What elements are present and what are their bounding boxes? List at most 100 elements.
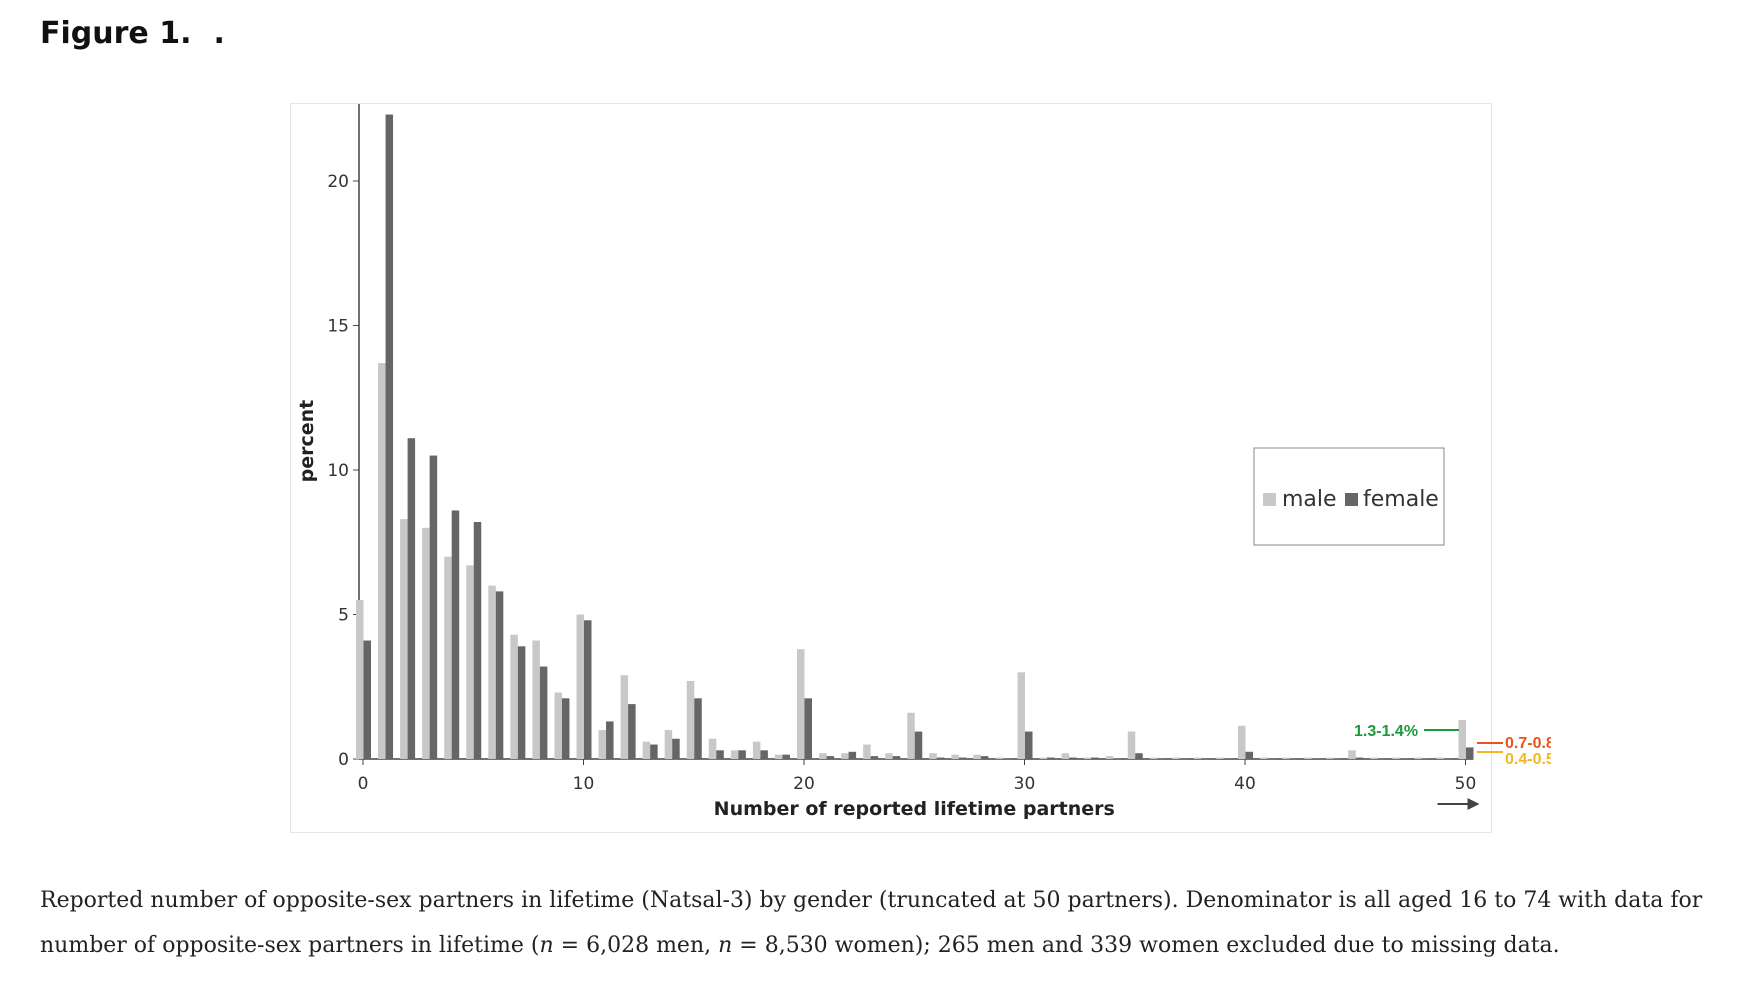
legend-swatch-female — [1345, 493, 1358, 506]
bar-male-11 — [598, 730, 607, 759]
y-tick-label-20: 20 — [327, 172, 349, 192]
bar-male-47 — [1392, 757, 1400, 759]
bar-male-31 — [1039, 757, 1048, 759]
bar-male-23 — [863, 744, 871, 759]
bar-male-33 — [1083, 757, 1092, 759]
bar-female-20 — [804, 698, 812, 759]
bar-male-10 — [576, 614, 584, 759]
bar-female-6 — [495, 591, 504, 759]
bar-male-2 — [400, 519, 408, 759]
caption-n-symbol: n — [539, 933, 554, 958]
bar-male-44 — [1326, 757, 1334, 759]
bar-male-12 — [620, 675, 629, 759]
figure-title-text: Figure 1. — [40, 16, 192, 51]
bar-chart: 0 5 10 15 20 0 10 20 30 40 50 Number of reported li… — [296, 104, 1551, 820]
bar-male-22 — [841, 753, 849, 759]
bar-male-19 — [774, 754, 783, 759]
bar-female-13 — [650, 744, 658, 759]
y-tick-label-10: 10 — [327, 461, 349, 481]
legend-label-female: female — [1363, 487, 1439, 512]
bar-female-36 — [1157, 758, 1165, 760]
bar-male-14 — [664, 730, 673, 759]
bar-female-19 — [782, 754, 790, 759]
bar-female-16 — [716, 750, 724, 759]
bar-male-36 — [1149, 757, 1158, 759]
bar-male-28 — [973, 754, 981, 759]
x-tick-label-50: 50 — [1455, 774, 1477, 794]
bar-female-39 — [1223, 758, 1231, 760]
bar-male-21 — [819, 753, 827, 759]
bar-female-8 — [539, 666, 548, 759]
bar-female-10 — [584, 620, 592, 759]
bar-male-43 — [1304, 757, 1312, 759]
bar-female-22 — [848, 751, 857, 759]
annotation-male-45: 1.3-1.4% — [1354, 723, 1418, 740]
bar-female-3 — [429, 455, 438, 759]
bar-male-38 — [1193, 757, 1202, 759]
bar-male-41 — [1260, 757, 1268, 759]
caption-part3: = 8,530 women); 265 men and 339 women ex… — [732, 933, 1560, 958]
bar-female-23 — [870, 756, 879, 759]
bar-male-30 — [1017, 672, 1025, 759]
caption-part2: = 6,028 men, — [553, 933, 719, 958]
bar-female-11 — [606, 721, 614, 759]
bar-male-37 — [1171, 757, 1180, 759]
bar-female-49 — [1443, 758, 1452, 760]
bar-female-42 — [1289, 758, 1298, 760]
bar-female-34 — [1113, 758, 1121, 760]
bar-male-29 — [995, 757, 1003, 759]
bar-male-45 — [1348, 750, 1356, 759]
bar-female-7 — [517, 646, 526, 759]
bar-male-8 — [532, 640, 540, 759]
bar-female-47 — [1399, 758, 1408, 760]
bar-male-9 — [554, 692, 562, 759]
bar-male-34 — [1105, 756, 1114, 759]
bar-male-49 — [1436, 757, 1444, 759]
bar-male-27 — [951, 754, 959, 759]
bar-female-43 — [1311, 758, 1320, 760]
bar-male-13 — [642, 741, 651, 759]
bar-female-2 — [407, 438, 416, 759]
bar-female-32 — [1069, 757, 1077, 759]
bar-female-24 — [892, 756, 901, 759]
bar-male-16 — [708, 738, 717, 759]
bar-female-38 — [1201, 758, 1209, 760]
bar-male-35 — [1127, 731, 1136, 759]
y-tick-label-15: 15 — [327, 317, 349, 337]
bar-female-31 — [1047, 757, 1055, 759]
bar-male-20 — [797, 649, 805, 759]
bar-female-0 — [363, 640, 371, 759]
bar-male-17 — [730, 750, 739, 759]
bar-male-18 — [752, 741, 761, 759]
bar-female-5 — [473, 522, 482, 759]
bar-male-42 — [1282, 757, 1290, 759]
bar-female-29 — [1002, 758, 1011, 760]
x-tick-label-10: 10 — [573, 774, 595, 794]
bar-female-18 — [760, 750, 768, 759]
bar-male-5 — [466, 565, 474, 759]
bar-male-7 — [510, 634, 518, 759]
x-axis-label: Number of reported lifetime partners — [714, 798, 1115, 820]
bar-female-28 — [980, 756, 989, 759]
bar-male-40 — [1238, 725, 1246, 759]
bar-female-45 — [1355, 757, 1364, 759]
bar-female-9 — [561, 698, 570, 759]
bar-male-39 — [1215, 757, 1224, 759]
bar-female-4 — [451, 510, 460, 759]
caption-n-symbol-2: n — [718, 933, 733, 958]
bar-female-15 — [694, 698, 702, 759]
x-tick-label-20: 20 — [793, 774, 815, 794]
bar-male-3 — [422, 527, 430, 759]
y-tick-label-0: 0 — [338, 750, 349, 770]
bar-male-1 — [378, 363, 386, 759]
bar-male-26 — [929, 753, 937, 759]
bar-male-6 — [488, 585, 496, 759]
bar-female-12 — [628, 704, 636, 759]
bar-female-44 — [1333, 758, 1342, 760]
bar-female-46 — [1377, 758, 1386, 760]
bar-female-26 — [936, 757, 945, 759]
figure-title: Figure 1.. — [40, 16, 225, 51]
caption-part1: Reported number of opposite-sex partners… — [40, 888, 1703, 958]
bar-female-14 — [672, 738, 680, 759]
annotation-50-upper: 0.7-0.8% — [1505, 735, 1551, 752]
